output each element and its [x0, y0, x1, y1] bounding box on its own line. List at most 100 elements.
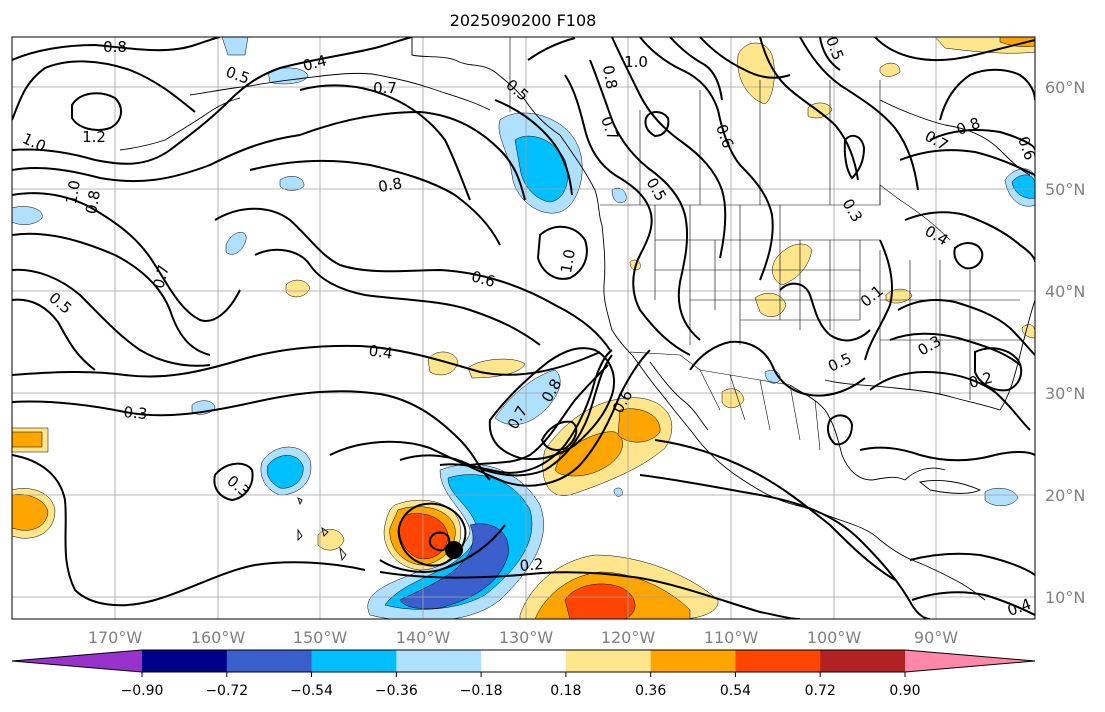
lat-label: 10°N: [1045, 588, 1085, 607]
shade-negative-bc2: [611, 187, 627, 203]
lat-label: 20°N: [1045, 486, 1085, 505]
gridlines: [12, 37, 1035, 619]
contour-line: [864, 239, 893, 361]
contour-line: [974, 347, 1023, 392]
contour-line: [639, 474, 931, 619]
lon-label: 120°W: [601, 628, 656, 647]
island-hawaii-1: [297, 497, 303, 506]
lat-label: 40°N: [1045, 282, 1085, 301]
shade-negative-alaska1: [221, 37, 249, 56]
contour-label: 0.7: [373, 79, 397, 97]
contour-line: [909, 552, 1035, 576]
contour-line: [12, 134, 301, 183]
lon-label: 100°W: [807, 628, 862, 647]
contour-line: [819, 37, 841, 71]
shade-negative-pac2: [12, 206, 43, 225]
coast-alaska-north: [411, 37, 561, 136]
contour-line: [953, 242, 984, 270]
contour-line: [911, 591, 1035, 616]
contour-line: [397, 502, 467, 567]
coast-cuba: [918, 479, 982, 494]
contour-line: [249, 159, 501, 246]
contour-line: [759, 37, 859, 181]
colorbar-tick-label: −0.36: [375, 683, 418, 699]
colorbar-tick-label: 0.36: [635, 683, 666, 699]
contour-line: [869, 370, 1031, 431]
colorbar-tick-label: 0.18: [550, 683, 581, 699]
contour-line: [527, 37, 576, 61]
lon-label: 160°W: [191, 628, 246, 647]
contour-line: [12, 37, 221, 61]
contour-line: [439, 349, 613, 474]
shade-positive-baja-mid2: [617, 408, 661, 443]
colorbar-tick-label: 0.54: [720, 683, 751, 699]
contour-line: [213, 462, 254, 502]
coast-aleutians: [119, 97, 241, 151]
contour-line: [488, 347, 615, 461]
contour-line: [12, 454, 366, 607]
shade-negative-hawaii-inner: [266, 455, 304, 489]
shade-negative-bc-inner: [514, 135, 568, 203]
coast-us-west: [601, 224, 633, 356]
contour-line: [904, 211, 1035, 263]
shade-negative-pac1: [225, 232, 247, 255]
shade-negative-hudson-inner: [1011, 174, 1035, 199]
colorbar-extend-max: [905, 650, 1035, 672]
contour-line: [12, 60, 196, 121]
contour-label: 0.4: [301, 51, 329, 75]
contour-line: [540, 420, 578, 451]
contour-line: [826, 414, 854, 446]
colorbar-bin: [226, 650, 313, 672]
contour-line: [899, 149, 1035, 176]
shade-positive-pac2: [427, 351, 459, 376]
shade-positive-canada: [737, 42, 775, 105]
colorbar-tick-label: −0.18: [460, 683, 503, 699]
lat-label: 60°N: [1045, 78, 1085, 97]
border-us-canada: [600, 184, 951, 241]
shade-positive-plains1: [772, 243, 813, 286]
shade-positive-ohio: [721, 388, 745, 408]
coast-bc: [559, 134, 603, 226]
contour-line: [929, 129, 1035, 151]
contour-label: 1.0: [557, 248, 579, 275]
colorbar-tick-label: 0.72: [805, 683, 836, 699]
island-hawaii-3: [321, 526, 329, 537]
contour-line: [939, 68, 1035, 121]
contour-line: [12, 37, 413, 165]
contour-labels: 0.8 0.5 0.4 0.7 1.0 1.2 0.8 1.0 0.7 0.5 …: [19, 37, 1035, 619]
lon-label: 130°W: [499, 628, 554, 647]
contour-line: [379, 571, 801, 619]
contour-label: 0.4: [368, 341, 394, 362]
contour-line: [779, 282, 871, 342]
contour-line: [494, 99, 573, 196]
contour-line: [214, 207, 611, 351]
contour-line: [611, 37, 727, 259]
colorbar-tick-label: −0.90: [121, 683, 164, 699]
latitude-axis-labels: 60°N 50°N 40°N 30°N 20°N 10°N: [1045, 78, 1085, 607]
contour-label: 0.2: [519, 555, 544, 575]
contour-line: [689, 340, 866, 397]
longitude-axis-labels: 170°W 160°W 150°W 140°W 130°W 120°W 110°…: [88, 628, 958, 647]
contour-line: [897, 299, 1035, 356]
contour-label: 0.8: [377, 174, 404, 196]
contour-label: 0.2: [967, 368, 995, 392]
coast-yucatan: [904, 467, 946, 481]
contour-line: [12, 232, 211, 356]
contour-label: 1.0: [62, 179, 84, 206]
contour-line: [874, 37, 1035, 62]
shade-positive-west2-inner: [12, 431, 43, 448]
colorbar: −0.90 −0.72 −0.54 −0.36 −0.18 0.18 0.36 0.54 0.7…: [11, 649, 1036, 699]
map-title: 2025090200 F108: [450, 11, 597, 30]
contour-line: [254, 248, 541, 346]
coast-east: [999, 299, 1035, 411]
colorbar-tick-label: −0.54: [290, 683, 333, 699]
lon-label: 110°W: [704, 628, 759, 647]
colorbar-bin: [396, 650, 482, 672]
contour-line: [329, 349, 651, 487]
shade-negative-baja: [494, 369, 561, 425]
contour-line: [12, 192, 241, 322]
border-mexico-states: [699, 369, 821, 451]
colorbar-tick-label: −0.72: [205, 683, 248, 699]
contour-label: 0.8: [103, 38, 127, 56]
